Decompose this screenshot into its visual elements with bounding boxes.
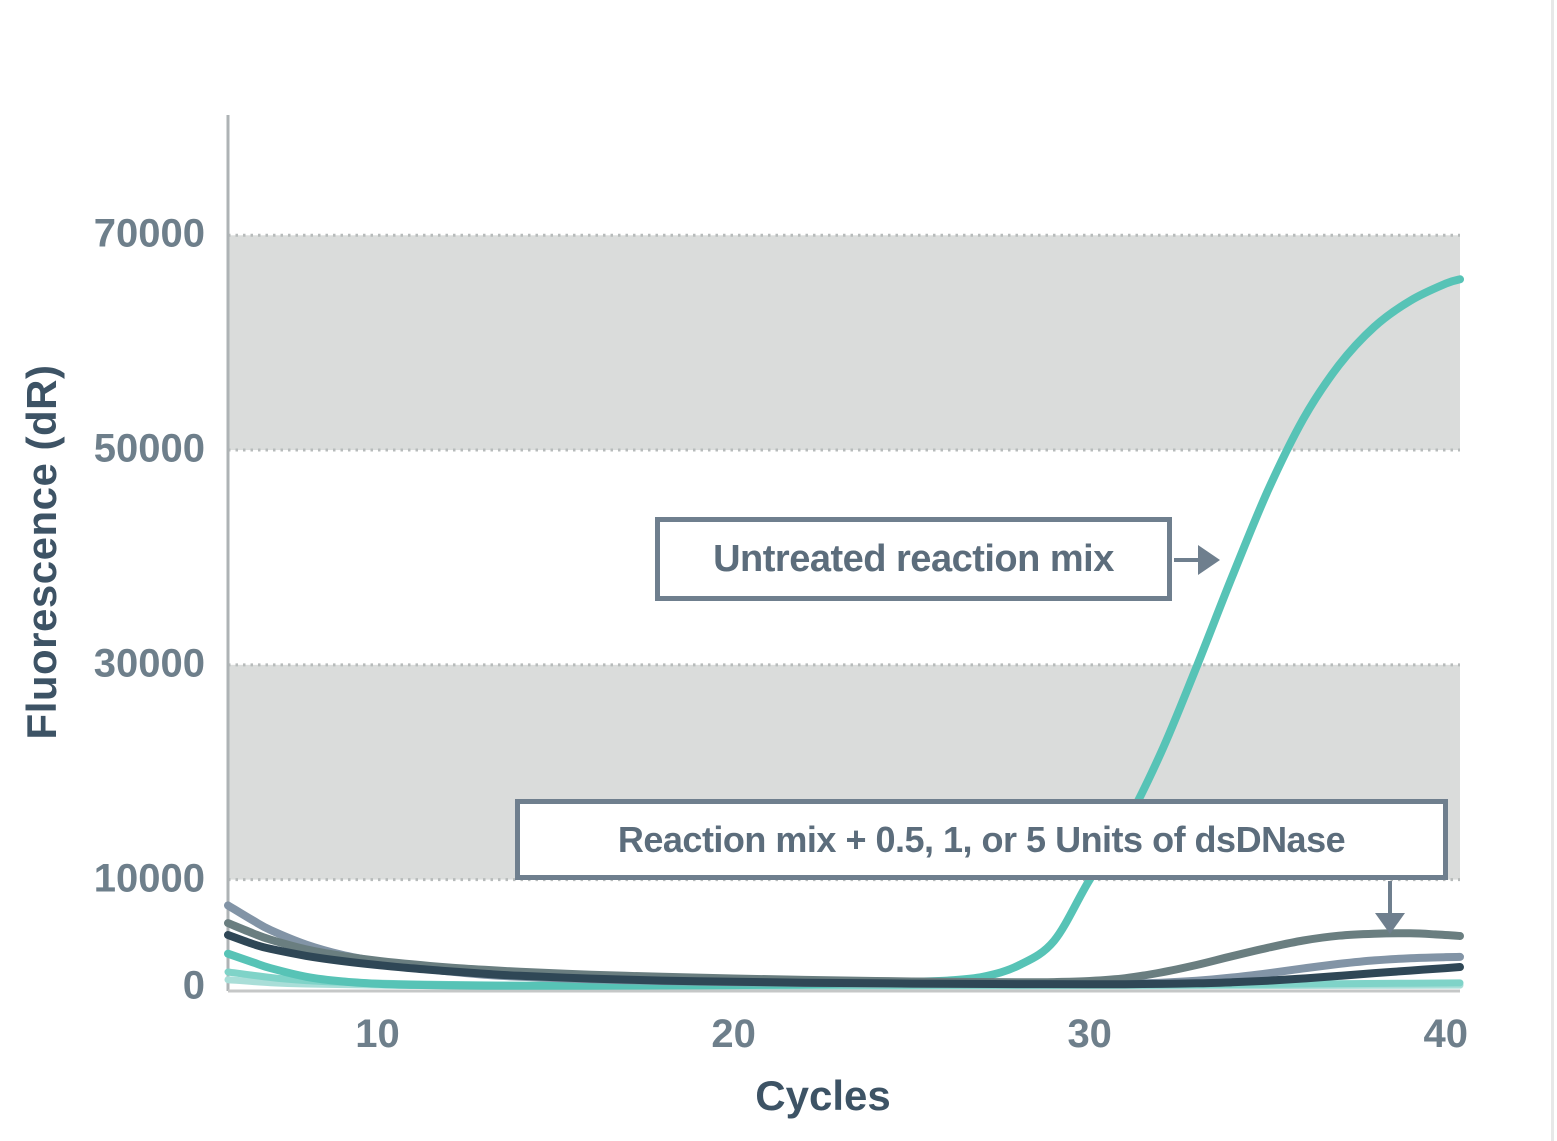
x-tick-label-10: 10 <box>355 1012 400 1056</box>
x-tick-label-40: 40 <box>1423 1012 1469 1056</box>
curve-1-treated_light_teal <box>224 968 1464 990</box>
x-axis-title: Cycles <box>755 1072 891 1119</box>
curve-5-treated_dark_navy <box>224 931 1464 989</box>
callout-dsdnase-reaction-mix: Reaction mix + 0.5, 1, or 5 Units of dsD… <box>515 799 1448 880</box>
curve-3-treated_blue_gray <box>224 901 1464 988</box>
treated-arrow-head <box>1375 913 1405 934</box>
grid-band-1 <box>228 235 1460 451</box>
y-tick-label-0: 0 <box>182 963 205 1008</box>
y-tick-label-50000: 50000 <box>93 426 205 471</box>
y-axis-title: Fluorescence (dR) <box>18 364 65 740</box>
callout-dsdnase-label: Reaction mix + 0.5, 1, or 5 Units of dsD… <box>617 818 1346 860</box>
page-edge-line <box>1551 0 1554 1141</box>
untreated-arrow-head <box>1198 545 1220 575</box>
y-tick-label-10000: 10000 <box>93 856 205 901</box>
curve-0-treated_lightest_teal <box>224 976 1464 990</box>
callout-untreated-label: Untreated reaction mix <box>713 537 1114 580</box>
x-tick-label-20: 20 <box>711 1012 756 1056</box>
y-tick-label-70000: 70000 <box>93 211 205 256</box>
curve-4-treated_gray_green <box>224 919 1464 987</box>
y-tick-label-30000: 30000 <box>93 641 205 686</box>
x-tick-label-30: 30 <box>1067 1012 1112 1056</box>
callout-untreated-reaction-mix: Untreated reaction mix <box>655 517 1172 601</box>
